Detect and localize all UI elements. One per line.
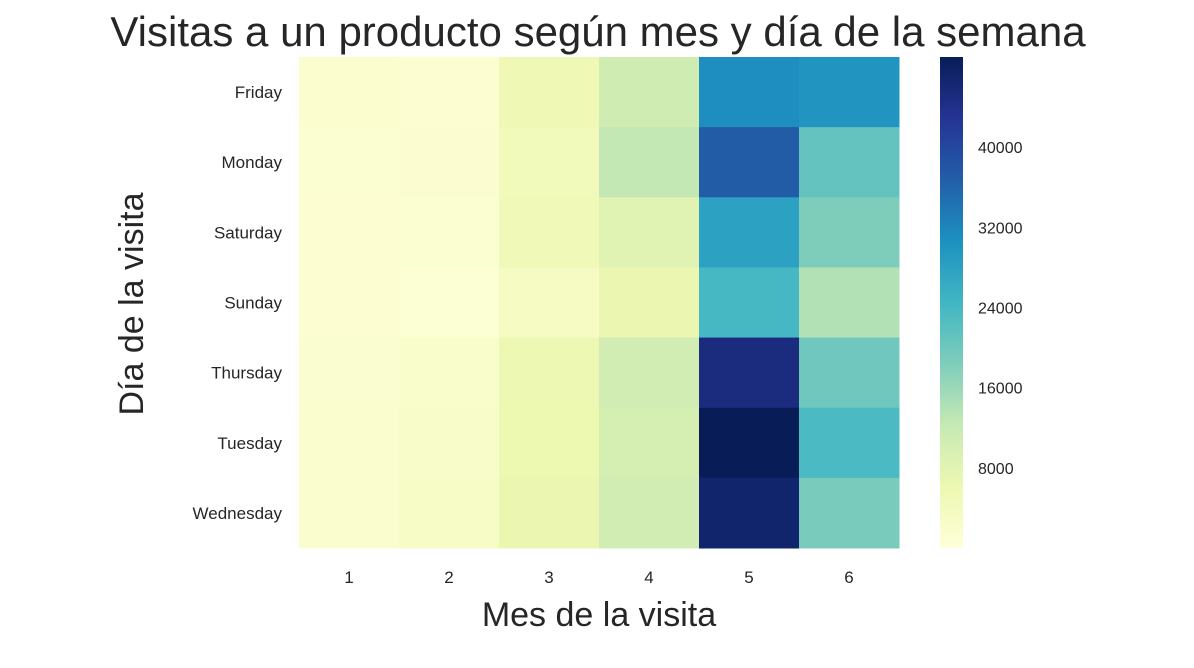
heatmap-cell <box>399 407 500 479</box>
heatmap-cell <box>599 267 700 339</box>
heatmap-cell <box>799 197 900 268</box>
heatmap-cell <box>299 57 400 128</box>
heatmap-cell <box>499 337 600 409</box>
heatmap-cell <box>599 197 700 268</box>
colorbar-tick-label: 40000 <box>978 140 1023 157</box>
colorbar-tick-label: 16000 <box>978 381 1023 398</box>
heatmap-cell <box>699 477 800 549</box>
heatmap-cell <box>399 267 500 339</box>
heatmap-cell <box>399 477 500 549</box>
y-tick-label: Monday <box>222 153 283 172</box>
heatmap-cell <box>399 57 500 128</box>
heatmap-cell <box>299 477 400 549</box>
heatmap-cell <box>499 57 600 128</box>
colorbar-tick-label: 8000 <box>978 461 1014 478</box>
heatmap-cell <box>499 267 600 339</box>
x-tick-label: 2 <box>444 568 453 587</box>
heatmap-cell <box>699 407 800 479</box>
heatmap-cell <box>799 127 900 198</box>
heatmap-cell <box>699 57 800 128</box>
heatmap-cells <box>299 57 900 549</box>
heatmap-cell <box>299 197 400 268</box>
heatmap-cell <box>799 477 900 549</box>
heatmap-cell <box>499 127 600 198</box>
colorbar-tick-labels: 8000 16000 24000 32000 40000 <box>978 140 1023 478</box>
heatmap-cell <box>599 477 700 549</box>
colorbar-tick-label: 24000 <box>978 301 1023 318</box>
heatmap-cell <box>399 337 500 409</box>
x-tick-label: 4 <box>644 568 653 587</box>
heatmap-cell <box>699 127 800 198</box>
heatmap-cell <box>699 197 800 268</box>
x-tick-label: 1 <box>344 568 353 587</box>
x-tick-label: 3 <box>544 568 553 587</box>
x-tick-labels: 1 2 3 4 5 6 <box>344 568 853 587</box>
heatmap-cell <box>299 267 400 339</box>
heatmap-cell <box>399 127 500 198</box>
x-axis-label: Mes de la visita <box>482 596 716 634</box>
heatmap-cell <box>499 477 600 549</box>
heatmap-cell <box>499 407 600 479</box>
y-tick-label: Friday <box>235 83 283 102</box>
y-tick-label: Thursday <box>211 364 282 383</box>
heatmap-cell <box>799 267 900 339</box>
heatmap-cell <box>799 407 900 479</box>
heatmap-cell <box>499 197 600 268</box>
heatmap-cell <box>399 197 500 268</box>
heatmap-cell <box>599 57 700 128</box>
heatmap-cell <box>699 267 800 339</box>
y-tick-label: Tuesday <box>217 434 282 453</box>
heatmap-cell <box>299 337 400 409</box>
x-tick-label: 6 <box>844 568 853 587</box>
heatmap-cell <box>599 127 700 198</box>
heatmap-cell <box>299 127 400 198</box>
y-tick-labels: Friday Monday Saturday Sunday Thursday Tuesda… <box>193 83 283 523</box>
heatmap-cell <box>799 57 900 128</box>
heatmap-cell <box>699 337 800 409</box>
heatmap-cell <box>599 337 700 409</box>
x-tick-label: 5 <box>744 568 753 587</box>
colorbar-tick-label: 32000 <box>978 220 1023 237</box>
heatmap-cell <box>799 337 900 409</box>
heatmap-cell <box>299 407 400 479</box>
heatmap-cell <box>599 407 700 479</box>
y-tick-label: Saturday <box>214 223 283 242</box>
colorbar-gradient <box>940 57 963 548</box>
y-tick-label: Wednesday <box>193 504 283 523</box>
y-axis-label: Día de la visita <box>113 192 151 415</box>
colorbar <box>940 57 963 548</box>
chart-title: Visitas a un producto según mes y día de… <box>110 8 1086 55</box>
y-tick-label: Sunday <box>224 294 282 313</box>
